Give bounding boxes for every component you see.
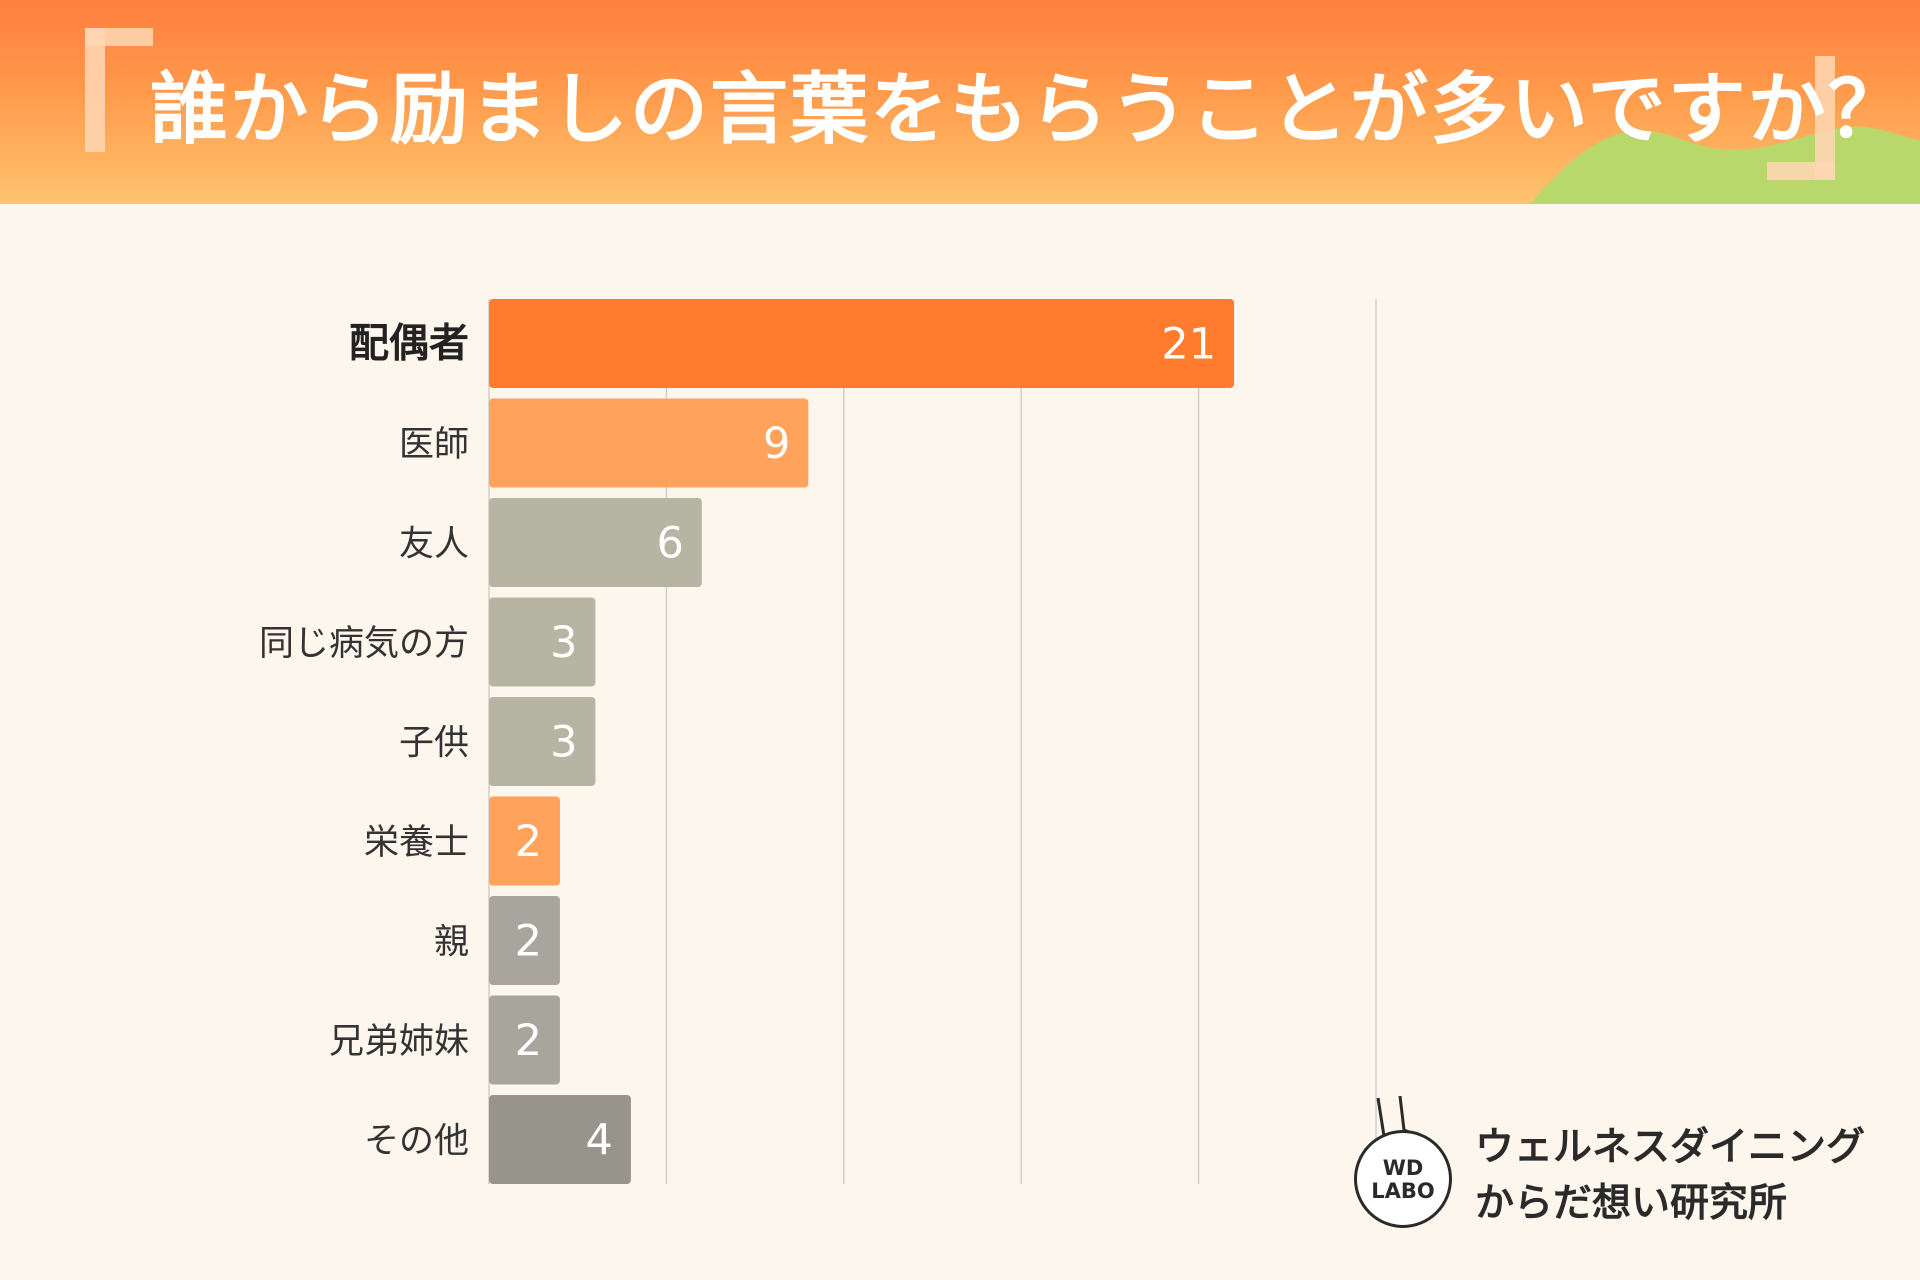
bar-group: 子供 3 [399, 697, 596, 786]
left-bracket-horizontal [85, 28, 153, 46]
logo-name-line1: ウェルネスダイニング [1475, 1125, 1866, 1170]
value-label: 9 [763, 419, 790, 469]
value-label: 2 [515, 917, 542, 967]
bar [489, 498, 702, 587]
bar [489, 1095, 631, 1184]
right-bracket-horizontal [1767, 162, 1835, 180]
logo-name-line2: からだ想い研究所 [1475, 1181, 1788, 1226]
value-label: 2 [515, 1016, 542, 1066]
company-logo: WD LABO ウェルネスダイニング からだ想い研究所 [1350, 1090, 1890, 1230]
bar [489, 995, 560, 1085]
category-label: 子供 [399, 724, 469, 764]
category-label: 同じ病気の方 [259, 624, 469, 664]
value-label: 21 [1161, 320, 1216, 370]
bar [489, 299, 1235, 388]
category-label: 親 [434, 923, 469, 963]
logo-mark-line2: LABO [1371, 1179, 1435, 1203]
page-title: 誰から励ましの言葉をもらうことが多いですか？ [150, 65, 1908, 155]
bar-group: 兄弟姉妹 2 [329, 995, 560, 1085]
bar-group: 栄養士 2 [364, 796, 560, 886]
logo-mark-line1: WD [1382, 1156, 1424, 1180]
bar [489, 796, 560, 886]
left-bracket-vertical [85, 28, 105, 152]
right-bracket-vertical [1815, 56, 1835, 180]
logo-mark: WD LABO [1354, 1130, 1452, 1228]
bar-group: 同じ病気の方 3 [259, 597, 596, 687]
category-label: 兄弟姉妹 [329, 1022, 469, 1062]
bar-group: 友人 6 [399, 498, 702, 587]
bar [489, 597, 596, 687]
bar [489, 398, 809, 488]
category-label: 栄養士 [364, 823, 469, 863]
bar-group: 医師 9 [399, 398, 809, 488]
category-label: 友人 [399, 525, 469, 565]
category-label: 配偶者 [349, 321, 469, 367]
value-label: 3 [550, 618, 577, 668]
bar-group: 配偶者 21 [349, 299, 1235, 388]
category-label: その他 [364, 1122, 469, 1162]
category-label: 医師 [399, 425, 469, 465]
value-label: 2 [515, 817, 542, 867]
bar [489, 896, 560, 985]
bar-group: その他 4 [364, 1095, 631, 1184]
value-label: 6 [657, 519, 684, 569]
bar [489, 697, 596, 786]
value-label: 4 [586, 1116, 613, 1166]
value-label: 3 [550, 718, 577, 768]
header-banner: 誰から励ましの言葉をもらうことが多いですか？ [0, 0, 1920, 204]
logo-name: ウェルネスダイニング からだ想い研究所 [1475, 1120, 1865, 1232]
